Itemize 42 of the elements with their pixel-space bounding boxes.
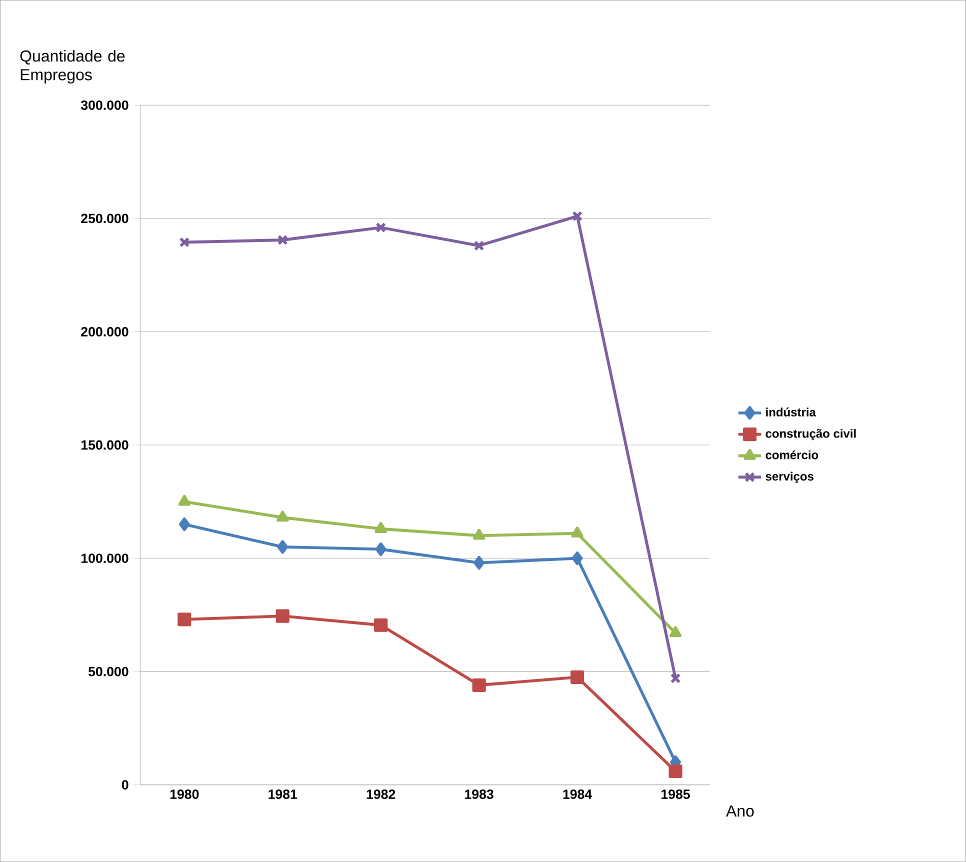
- x-tick-label: 1982: [366, 790, 396, 799]
- point: [277, 234, 288, 246]
- point: [668, 764, 682, 778]
- y-tick-label: 250.000: [81, 214, 128, 224]
- point: [277, 540, 288, 554]
- x-tick-label: 1983: [465, 790, 494, 799]
- y-tick-label: 50.000: [88, 666, 128, 676]
- point: [376, 222, 386, 233]
- x-tick-label: 1985: [662, 790, 690, 799]
- legend-label: comércio: [766, 450, 818, 460]
- point: [276, 510, 289, 522]
- point: [472, 528, 486, 540]
- point: [571, 526, 584, 538]
- point: [572, 551, 583, 566]
- point: [474, 556, 485, 570]
- x-tick-label: 1984: [563, 790, 592, 799]
- point: [474, 240, 484, 251]
- y-tick-label: 0: [122, 780, 128, 790]
- point: [179, 237, 190, 248]
- y-tick-label: 300.000: [80, 100, 128, 110]
- point: [472, 678, 486, 692]
- x-axis-title: Ano: [726, 806, 754, 817]
- legend-label: serviços: [766, 472, 814, 483]
- point: [670, 673, 681, 684]
- point: [375, 542, 386, 556]
- point: [374, 522, 387, 533]
- point: [276, 609, 290, 623]
- point: [669, 626, 682, 638]
- y-axis-title: Quantidade de Empregos: [20, 50, 125, 84]
- point: [572, 210, 583, 222]
- legend-label: indústria: [766, 408, 816, 416]
- y-tick-label: 150.000: [81, 440, 128, 450]
- legend-label: construção civil: [766, 428, 856, 440]
- point: [570, 670, 584, 684]
- x-tick-label: 1980: [170, 790, 199, 799]
- point: [178, 494, 190, 506]
- y-tick-label: 100.000: [81, 554, 128, 563]
- x-tick-label: 1981: [268, 790, 298, 799]
- point: [178, 612, 192, 626]
- point: [178, 517, 190, 532]
- point: [374, 618, 388, 632]
- y-tick-label: 200.000: [81, 327, 128, 336]
